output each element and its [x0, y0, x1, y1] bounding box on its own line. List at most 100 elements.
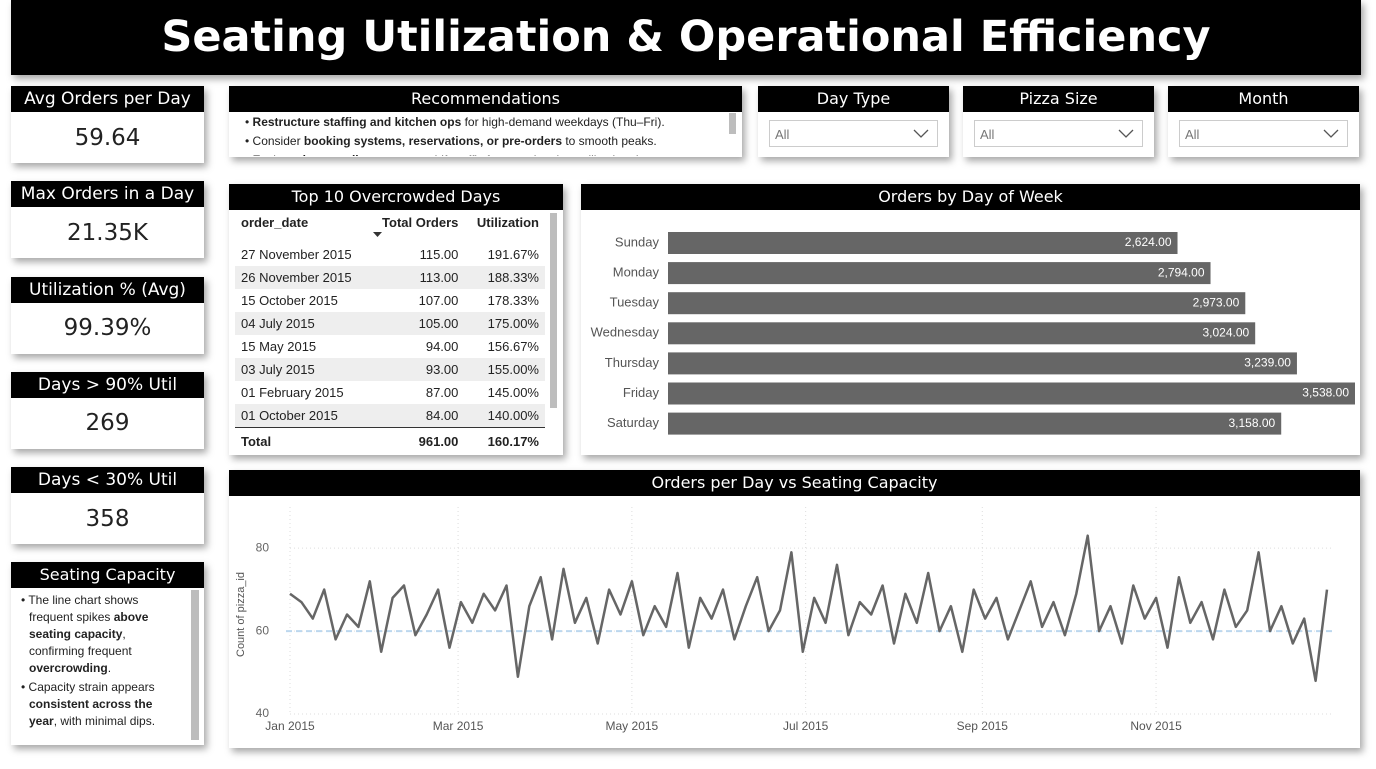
dropdown[interactable]: All [769, 120, 938, 147]
dropdown-value: All [775, 127, 790, 142]
note-text: • The line chart shows frequent spikes a… [19, 592, 179, 741]
table-cell: 03 July 2015 [241, 362, 315, 377]
total-cell: 160.17% [487, 433, 539, 449]
table-cell: 26 November 2015 [241, 270, 352, 285]
category-label: Monday [613, 265, 660, 280]
bar [668, 322, 1256, 345]
panel-header: Pizza Size [963, 86, 1154, 112]
y-axis-label: Count of pizza_id [235, 572, 247, 657]
column-header: Total Orders [382, 215, 459, 230]
table-cell: 175.00% [487, 316, 539, 331]
table-cell: 15 May 2015 [241, 339, 317, 354]
kpi-value: 99.39% [63, 315, 152, 342]
table-row: 15 October 2015 107.00 178.33% [235, 289, 545, 312]
x-tick-label: Jul 2015 [783, 719, 829, 733]
bar [668, 412, 1282, 435]
text-segment: booking systems, reservations, or pre-or… [303, 134, 562, 148]
chart-card: Orders per Day vs Seating Capacity 40 60 80… [229, 470, 1360, 748]
table-cell: 93.00 [425, 362, 459, 377]
table-cell: 145.00% [487, 385, 539, 400]
chevron [1323, 129, 1339, 138]
bar [668, 262, 1211, 285]
recommendation-bullet: • Restructure staffing and kitchen ops f… [245, 115, 665, 129]
table-cell: 178.33% [487, 293, 539, 308]
bar [668, 382, 1355, 405]
panel-header: Orders per Day vs Seating Capacity [229, 470, 1360, 496]
category-label: Friday [623, 385, 660, 400]
category-label: Tuesday [610, 295, 660, 310]
note-bullet: • The line chart shows frequent spikes a… [21, 593, 149, 675]
text-segment: to shift traffic from peak to low-utiliz… [412, 153, 660, 156]
table-row: 15 May 2015 94.00 156.67% [235, 335, 545, 358]
category-label: Wednesday [591, 325, 660, 340]
text-segment: for high-demand weekdays (Thu–Fri). [461, 115, 665, 129]
text-segment: Evaluate [253, 153, 303, 156]
table-cell: 140.00% [487, 408, 539, 423]
panel-header: Days < 30% Util [11, 467, 204, 494]
x-tick-label: Mar 2015 [433, 719, 484, 733]
text-segment: , with minimal dips. [53, 714, 156, 728]
value-label: 3,158.00 [1228, 416, 1275, 430]
kpi-value: 269 [85, 410, 130, 437]
note-bullet: • Capacity strain appears consistent acr… [21, 680, 156, 728]
kpi-value: 21.35K [67, 219, 148, 246]
text-segment: . [107, 661, 112, 675]
chevron-icon [1323, 129, 1339, 138]
chevron [1118, 129, 1134, 138]
text-segment: Capacity strain appears [28, 680, 155, 694]
x-tick-label: Nov 2015 [1130, 719, 1182, 733]
table-cell: 84.00 [425, 408, 459, 423]
value-label: 3,024.00 [1202, 325, 1249, 339]
table-row: 26 November 2015 113.00 188.33% [235, 266, 545, 289]
chevron-icon [1118, 129, 1134, 138]
recommendations-text: • Restructure staffing and kitchen ops f… [243, 114, 723, 156]
table-card: Top 10 Overcrowded Days order_date Total O… [229, 184, 563, 455]
value-label: 2,624.00 [1125, 235, 1172, 249]
panel-header: Avg Orders per Day [11, 86, 204, 112]
text-segment: consistent across the year [29, 697, 153, 728]
table-cell: 115.00 [419, 247, 459, 262]
text-segment: , confirming frequent [29, 627, 132, 658]
table-cell: 04 July 2015 [241, 316, 315, 331]
table-row: 01 February 2015 87.00 145.00% [235, 381, 545, 404]
table-header-row: order_date Total Orders Utilization [235, 213, 545, 243]
value-label: 3,538.00 [1302, 386, 1349, 400]
table-row: 04 July 2015 105.00 175.00% [235, 312, 545, 335]
kpi-value: 59.64 [74, 124, 141, 151]
panel-header: Seating Capacity [11, 562, 204, 588]
panel-header: Recommendations [229, 86, 742, 112]
value-label: 3,239.00 [1244, 356, 1291, 370]
dropdown[interactable]: All [1179, 120, 1348, 147]
dropdown[interactable]: All [974, 120, 1143, 147]
value-label: 2,973.00 [1193, 295, 1240, 309]
bar [668, 292, 1246, 315]
title-bar: Seating Utilization & Operational Effici… [11, 0, 1361, 75]
panel-header: Day Type [758, 86, 949, 112]
text-segment: to smooth peaks. [562, 134, 657, 148]
panel-header: Utilization % (Avg) [11, 276, 204, 303]
chart-card: Orders by Day of Week Sunday 2,624.00 Monda… [581, 184, 1360, 455]
panel-header: Max Orders in a Day [11, 181, 204, 208]
category-label: Thursday [605, 355, 660, 370]
y-tick-label: 60 [256, 623, 270, 637]
dropdown-value: All [1185, 127, 1200, 142]
panel-header: Orders by Day of Week [581, 184, 1360, 210]
x-tick-label: May 2015 [606, 719, 659, 733]
kpi-card: Utilization % (Avg) 99.39% [11, 276, 204, 354]
note-card: Seating Capacity • The line chart shows f… [11, 562, 204, 745]
scrollbar [550, 213, 557, 408]
kpi-card: Days > 90% Util 269 [11, 371, 204, 449]
scrollbar [191, 590, 199, 740]
total-cell: Total [241, 433, 272, 449]
kpi-value: 358 [85, 505, 130, 532]
y-tick-label: 40 [256, 706, 270, 720]
table-cell: 01 October 2015 [241, 408, 338, 423]
chart: 40 60 80 Jan 2015 Mar 2015 May 2015 Jul 2015 Se… [235, 507, 1333, 733]
table-total-row: Total 961.00 160.17% [235, 427, 545, 455]
table-row: 01 October 2015 84.00 140.00% [235, 404, 545, 428]
chevron [913, 129, 929, 138]
text-segment: above seating capacity [29, 610, 149, 641]
table-cell: 87.00 [425, 385, 459, 400]
sort-icon [373, 232, 382, 237]
